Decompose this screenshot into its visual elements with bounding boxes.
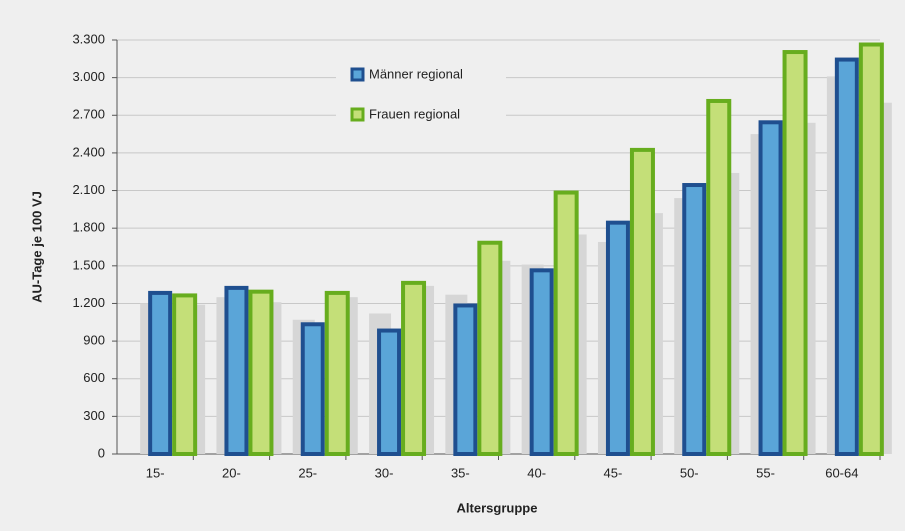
bar bbox=[629, 147, 655, 457]
legend-swatch bbox=[350, 107, 365, 122]
bar bbox=[682, 183, 707, 456]
x-tick-label: 55- bbox=[756, 465, 775, 480]
bar bbox=[453, 303, 478, 457]
bar bbox=[148, 290, 173, 456]
bar bbox=[224, 285, 249, 456]
x-axis-title: Altersgruppe bbox=[457, 500, 538, 515]
bar bbox=[529, 268, 554, 456]
y-tick-label: 2.100 bbox=[72, 182, 105, 197]
y-tick-label: 300 bbox=[83, 408, 105, 423]
y-tick-label: 3.300 bbox=[72, 31, 105, 46]
bar bbox=[858, 42, 884, 456]
bar bbox=[248, 289, 274, 456]
x-tick-label: 30- bbox=[375, 465, 394, 480]
x-tick-label: 50- bbox=[680, 465, 699, 480]
legend-swatch bbox=[350, 67, 365, 82]
y-tick-label: 1.500 bbox=[72, 257, 105, 272]
x-tick-label: 25- bbox=[298, 465, 317, 480]
y-tick-label: 0 bbox=[98, 445, 105, 460]
x-tick-label: 35- bbox=[451, 465, 470, 480]
bar bbox=[300, 322, 325, 457]
bar bbox=[706, 98, 732, 457]
x-tick-label: 40- bbox=[527, 465, 546, 480]
bar bbox=[834, 57, 859, 457]
bar bbox=[377, 328, 402, 456]
y-tick-label: 1.800 bbox=[72, 220, 105, 235]
x-tick-label: 60-64 bbox=[825, 465, 858, 480]
bar bbox=[758, 120, 783, 456]
legend-label: Männer regional bbox=[369, 66, 463, 81]
bar bbox=[172, 293, 198, 456]
bar bbox=[553, 190, 579, 457]
x-tick-label: 20- bbox=[222, 465, 241, 480]
y-axis-title: AU-Tage je 100 VJ bbox=[29, 191, 44, 303]
y-tick-label: 2.700 bbox=[72, 107, 105, 122]
bar bbox=[401, 280, 427, 457]
y-tick-label: 600 bbox=[83, 370, 105, 385]
y-tick-label: 900 bbox=[83, 333, 105, 348]
bar bbox=[605, 220, 630, 456]
y-tick-label: 3.000 bbox=[72, 69, 105, 84]
bar bbox=[782, 50, 808, 456]
x-tick-label: 45- bbox=[604, 465, 623, 480]
legend-label: Frauen regional bbox=[369, 106, 460, 121]
y-tick-label: 1.200 bbox=[72, 295, 105, 310]
bar bbox=[324, 290, 350, 456]
y-tick-label: 2.400 bbox=[72, 144, 105, 159]
bar bbox=[477, 240, 503, 456]
x-tick-label: 15- bbox=[146, 465, 165, 480]
